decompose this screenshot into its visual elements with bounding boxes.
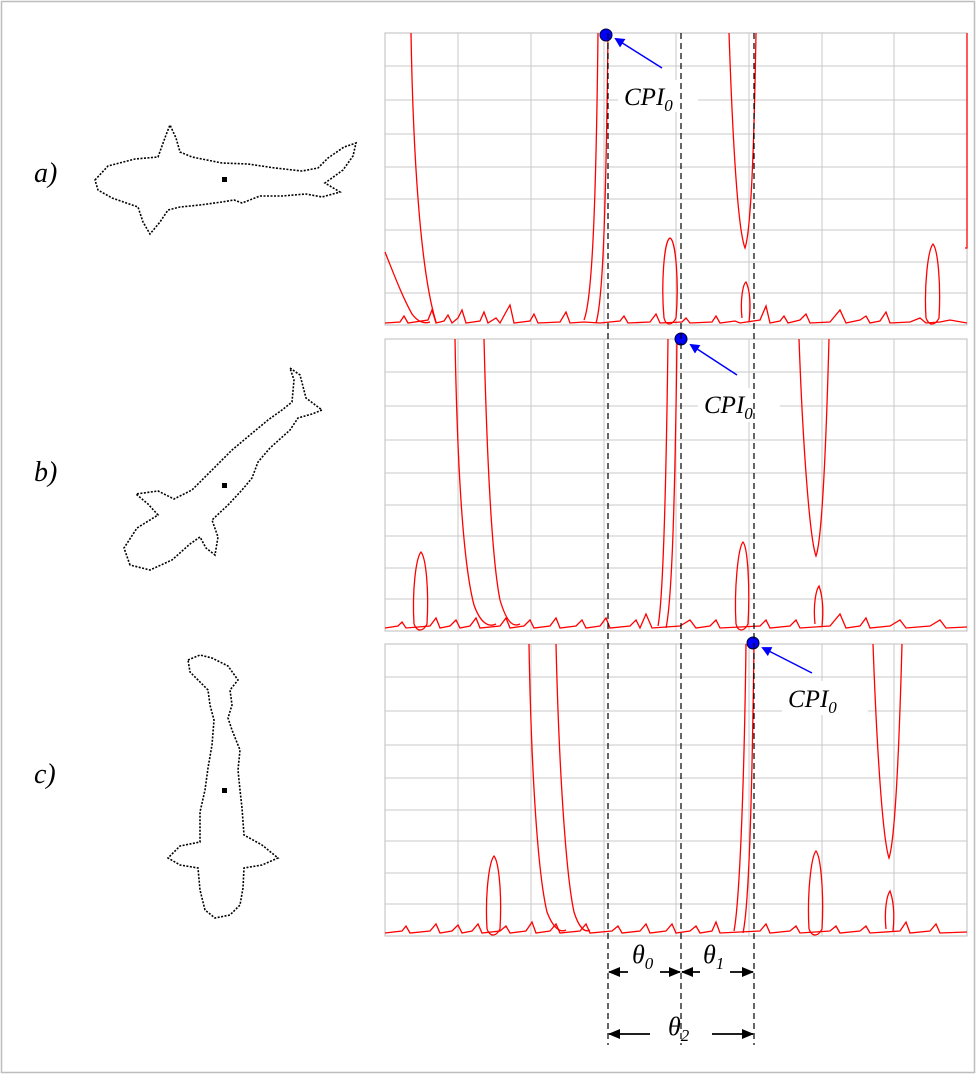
shark-outline-b <box>123 365 324 571</box>
panel-b: b) CPI0 <box>34 332 968 632</box>
theta0-label: θ0 <box>632 940 654 973</box>
shark-centroid-b <box>222 483 227 488</box>
shark-centroid-a <box>222 177 227 182</box>
panel-label-a: a) <box>34 158 57 189</box>
grid-a <box>385 33 967 325</box>
signal-curve-c <box>384 643 968 936</box>
cpi-arrow-c <box>761 647 813 674</box>
cpi-label-a: CPI0 <box>624 84 673 115</box>
panel-c: c) CPI0 <box>34 636 968 937</box>
cpi-label-b: CPI0 <box>704 392 753 423</box>
theta1-label: θ1 <box>703 940 724 973</box>
shark-outline-a <box>94 122 358 236</box>
angle-annotations: θ0 θ1 θ2 <box>608 940 754 1045</box>
shark-centroid-c <box>222 788 227 793</box>
cpi-marker-c <box>746 636 760 650</box>
signal-curve-b <box>384 338 968 631</box>
shark-outline-c <box>166 654 280 919</box>
cpi-marker-a <box>599 28 613 42</box>
cpi-arrow-a <box>614 37 663 69</box>
signal-curve-a <box>384 32 968 325</box>
cpi-label-c: CPI0 <box>788 686 837 717</box>
theta2-label: θ2 <box>668 1012 690 1045</box>
reference-lines <box>607 33 755 1045</box>
panel-label-c: c) <box>34 759 56 790</box>
panel-a: a) CPI <box>34 28 968 326</box>
cpi-arrow-b <box>689 343 738 376</box>
panel-label-b: b) <box>34 457 57 488</box>
